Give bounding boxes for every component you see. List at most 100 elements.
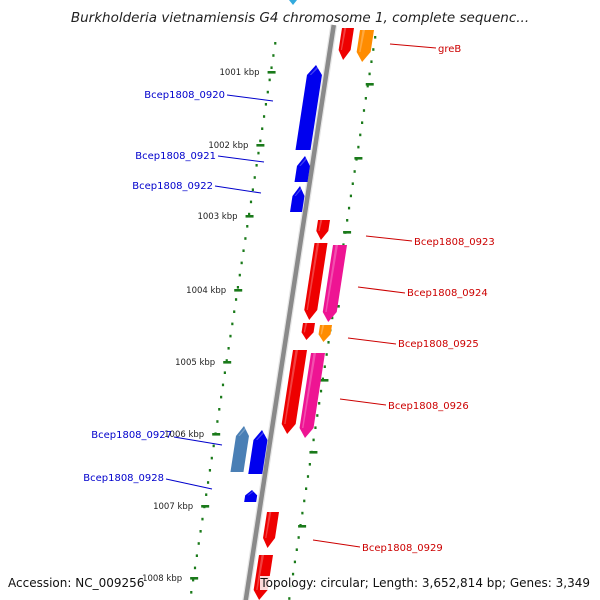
gene-label-bcep1808_0929[interactable]: Bcep1808_0929 <box>362 543 443 554</box>
gene-label-bcep1808_0926[interactable]: Bcep1808_0926 <box>388 401 469 412</box>
ruler-dots <box>190 36 377 600</box>
ruler-dot-left <box>251 188 254 191</box>
gene-arrow-red[interactable] <box>338 28 354 60</box>
ruler-dot-right <box>347 206 351 210</box>
ruler-dot-left <box>246 225 249 228</box>
ruler-dot-left <box>234 298 238 301</box>
gene-label-greb[interactable]: greB <box>438 44 461 55</box>
ruler-dot-left <box>221 383 225 387</box>
ruler-dot-left <box>201 517 204 521</box>
ruler-dot-right <box>288 597 291 600</box>
ruler-dot-right <box>362 109 366 112</box>
gene-arrow-grebe-shade <box>359 30 366 52</box>
ruler-dot-left <box>208 469 212 472</box>
gene-arrow-red-small[interactable] <box>301 323 315 340</box>
gene-arrow-0923-shade <box>318 220 323 231</box>
leader-line <box>339 398 387 406</box>
ruler-dot-right <box>321 377 325 381</box>
ruler-dot-right <box>291 572 295 576</box>
ruler-dot-left <box>242 249 245 252</box>
kbp-tick-label: 1003 kbp <box>197 212 237 222</box>
topology-info: Topology: circular; Length: 3,652,814 bp… <box>260 576 590 590</box>
ruler-dot-left <box>255 164 258 167</box>
ruler-dot-right <box>319 389 323 393</box>
ruler-dot-left <box>264 103 268 106</box>
kbp-ticks: 1001 kbp 1002 kbp 1003 kbp 1004 kbp 1005 kbp… <box>142 68 374 584</box>
ruler-dot-left <box>216 420 219 423</box>
ruler-dot-right <box>361 121 364 124</box>
ruler-dot-left <box>259 139 262 143</box>
gene-label-bcep1808_0928[interactable]: Bcep1808_0928 <box>83 473 164 484</box>
gene-label-bcep1808_0925[interactable]: Bcep1808_0925 <box>398 339 479 350</box>
ruler-dot-left <box>210 456 213 460</box>
ruler-dot-left <box>231 322 234 326</box>
ruler-dot-left <box>274 42 277 45</box>
gene-label-bcep1808_0922[interactable]: Bcep1808_0922 <box>132 181 213 192</box>
kbp-tick-label: 1007 kbp <box>153 502 193 512</box>
ruler-dot-right <box>306 475 310 478</box>
kbp-tick-label: 1002 kbp <box>208 141 248 151</box>
ruler-dot-right <box>351 182 354 185</box>
gene-arrow-red-big[interactable] <box>281 350 307 434</box>
gene-arrow-0921[interactable] <box>294 156 310 182</box>
ruler-dot-left <box>238 273 241 277</box>
ruler-dot-left <box>236 286 240 289</box>
gene-arrow-0927[interactable] <box>248 430 268 474</box>
gene-label-bcep1808_0920[interactable]: Bcep1808_0920 <box>144 90 225 101</box>
gene-label-bcep1808_0923[interactable]: Bcep1808_0923 <box>414 237 495 248</box>
ruler-dot-right <box>323 365 326 368</box>
ruler-dot-left <box>223 371 226 374</box>
gene-arrow-grebe[interactable] <box>356 30 374 62</box>
ruler-dot-right <box>364 97 367 100</box>
ruler-dot-right <box>314 426 317 429</box>
leader-line <box>357 286 406 294</box>
gene-arrow-0925[interactable] <box>318 325 332 342</box>
gene-arrow-0923[interactable] <box>316 220 330 240</box>
gene-arrow-0924[interactable] <box>322 245 347 322</box>
ruler-dot-right <box>374 36 377 39</box>
ruler-dot-left <box>240 261 243 265</box>
gene-arrow-steelblue[interactable] <box>230 426 249 472</box>
ruler-dot-right <box>331 316 334 320</box>
gene-arrow-0926[interactable] <box>299 353 325 438</box>
leader-line <box>217 155 265 163</box>
gene-arrow-steelblue-shade <box>238 426 249 436</box>
gene-label-bcep1808_0924[interactable]: Bcep1808_0924 <box>407 288 488 299</box>
leader-line <box>365 235 413 242</box>
kbp-tick-mark <box>267 71 276 74</box>
gene-arrow-0925-shade <box>320 325 325 335</box>
gene-label-bcep1808_0921[interactable]: Bcep1808_0921 <box>135 151 216 162</box>
ruler-dot-left <box>192 578 195 582</box>
leader-line <box>389 43 437 49</box>
ruler-dot-right <box>368 72 371 76</box>
ruler-dot-left <box>190 591 193 594</box>
gene-arrow-0928-shade <box>247 490 257 496</box>
gene-features <box>230 28 374 600</box>
leader-line <box>173 436 223 446</box>
ruler-dot-right <box>301 511 304 515</box>
minor-tick-mark <box>365 83 374 86</box>
ruler-dot-left <box>205 493 208 496</box>
gene-arrow-0928[interactable] <box>244 490 258 502</box>
minor-tick-mark <box>343 231 352 234</box>
ruler-dot-left <box>206 481 210 484</box>
kbp-tick-label: 1001 kbp <box>220 68 260 78</box>
gene-arrow-0924-shade <box>325 245 339 312</box>
gene-arrow-0922[interactable] <box>290 186 305 212</box>
position-marker <box>289 0 297 5</box>
gene-arrow-red-big-shade <box>284 350 299 424</box>
ruler-dot-left <box>227 347 230 350</box>
gene-arrow-0920[interactable] <box>295 65 322 150</box>
gene-label-bcep1808_0927[interactable]: Bcep1808_0927 <box>91 430 172 441</box>
ruler-dot-left <box>225 359 228 362</box>
gene-arrow-0920-shade <box>309 65 322 75</box>
kbp-tick-label: 1006 kbp <box>164 430 204 440</box>
minor-tick-mark <box>309 451 318 454</box>
ruler-dot-left <box>261 127 264 130</box>
kbp-tick-label: 1004 kbp <box>186 286 226 296</box>
gene-arrow-0929[interactable] <box>263 512 279 548</box>
ruler-dot-right <box>325 353 328 356</box>
ruler-dot-right <box>353 170 356 173</box>
gene-arrow-red-long[interactable] <box>304 243 328 320</box>
